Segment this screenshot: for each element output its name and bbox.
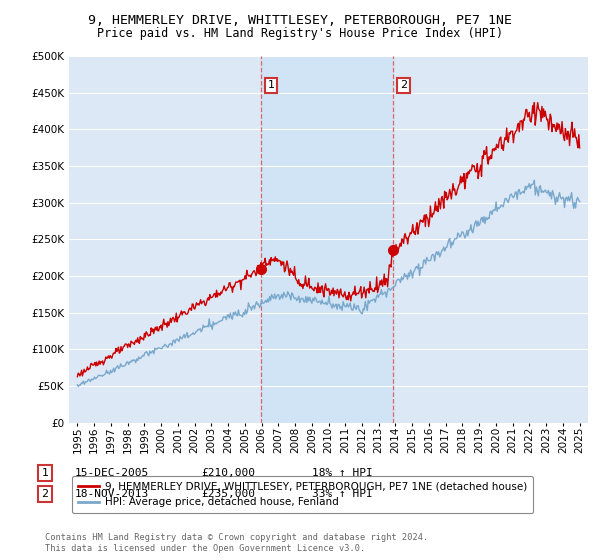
Text: 9, HEMMERLEY DRIVE, WHITTLESEY, PETERBOROUGH, PE7 1NE: 9, HEMMERLEY DRIVE, WHITTLESEY, PETERBOR… — [88, 14, 512, 27]
Text: £235,000: £235,000 — [201, 489, 255, 499]
Text: 2: 2 — [41, 489, 49, 499]
Legend: 9, HEMMERLEY DRIVE, WHITTLESEY, PETERBOROUGH, PE7 1NE (detached house), HPI: Ave: 9, HEMMERLEY DRIVE, WHITTLESEY, PETERBOR… — [71, 475, 533, 514]
Bar — [260, 56, 394, 423]
Text: 18-NOV-2013: 18-NOV-2013 — [75, 489, 149, 499]
Text: 15-DEC-2005: 15-DEC-2005 — [75, 468, 149, 478]
Text: £210,000: £210,000 — [201, 468, 255, 478]
Text: Price paid vs. HM Land Registry's House Price Index (HPI): Price paid vs. HM Land Registry's House … — [97, 27, 503, 40]
Text: 1: 1 — [41, 468, 49, 478]
Text: 33% ↑ HPI: 33% ↑ HPI — [312, 489, 373, 499]
Text: 1: 1 — [268, 80, 274, 90]
Text: Contains HM Land Registry data © Crown copyright and database right 2024.
This d: Contains HM Land Registry data © Crown c… — [45, 533, 428, 553]
Text: 2: 2 — [400, 80, 407, 90]
Text: 18% ↑ HPI: 18% ↑ HPI — [312, 468, 373, 478]
